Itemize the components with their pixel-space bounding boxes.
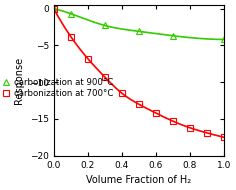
Y-axis label: Response: Response: [14, 57, 24, 104]
carbonization at 700°C: [86, 57, 89, 60]
carbonization at 700°C: [206, 132, 208, 134]
carbonization at 700°C: [103, 76, 106, 78]
carbonization at 700°C: [69, 35, 72, 38]
carbonization at 900°C: [103, 24, 106, 27]
carbonization at 900°C: [69, 13, 72, 15]
carbonization at 700°C: [154, 112, 157, 114]
Line: carbonization at 900°C: carbonization at 900°C: [51, 6, 227, 43]
carbonization at 900°C: [52, 7, 55, 10]
Legend: carbonization at 900°C, carbonization at 700°C: carbonization at 900°C, carbonization at…: [0, 77, 114, 99]
Line: carbonization at 700°C: carbonization at 700°C: [51, 6, 227, 140]
carbonization at 900°C: [171, 35, 174, 37]
carbonization at 700°C: [189, 127, 191, 129]
carbonization at 700°C: [120, 92, 123, 94]
carbonization at 700°C: [223, 136, 225, 139]
carbonization at 700°C: [171, 120, 174, 122]
carbonization at 700°C: [137, 103, 140, 105]
X-axis label: Volume Fraction of H₂: Volume Fraction of H₂: [86, 175, 191, 185]
carbonization at 900°C: [137, 30, 140, 32]
carbonization at 900°C: [223, 38, 225, 41]
carbonization at 700°C: [52, 7, 55, 10]
